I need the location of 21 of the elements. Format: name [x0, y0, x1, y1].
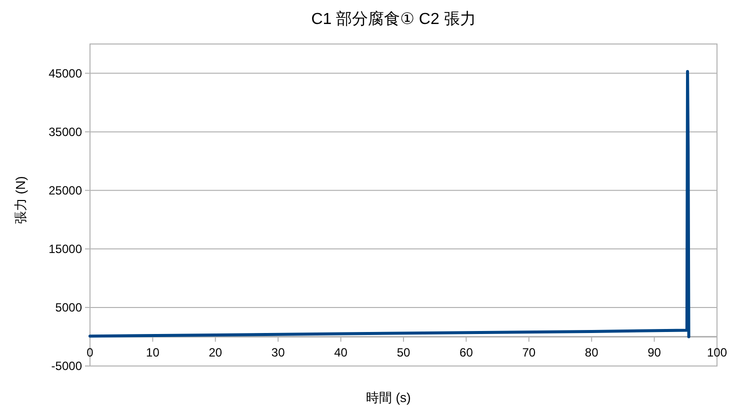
x-tick-label: 10 [146, 346, 160, 360]
x-axis-title: 時間 (s) [366, 390, 411, 405]
y-tick-label: 45000 [48, 66, 82, 80]
x-tick-label: 50 [396, 346, 410, 360]
y-tick-label: 15000 [48, 242, 82, 256]
x-tick-label: 20 [208, 346, 222, 360]
x-tick-label: 60 [460, 346, 474, 360]
y-tick-label: 5000 [55, 300, 82, 314]
y-tick-label: 35000 [48, 124, 82, 139]
x-tick-label: 100 [706, 346, 728, 360]
x-tick-label: 80 [584, 346, 599, 360]
line-series [88, 70, 690, 338]
y-axis-title: 張力 (N) [13, 176, 28, 224]
x-tick-label: 0 [86, 346, 94, 360]
x-tick-label: 70 [522, 346, 536, 360]
x-tick-label: 90 [648, 346, 662, 360]
x-tick-label: 40 [334, 346, 348, 360]
y-tick-label: -5000 [51, 359, 82, 373]
y-tick-label: 25000 [48, 183, 82, 198]
chart-title: C1 部分腐食① C2 張力 [311, 10, 476, 28]
x-tick-label: 30 [271, 346, 286, 360]
